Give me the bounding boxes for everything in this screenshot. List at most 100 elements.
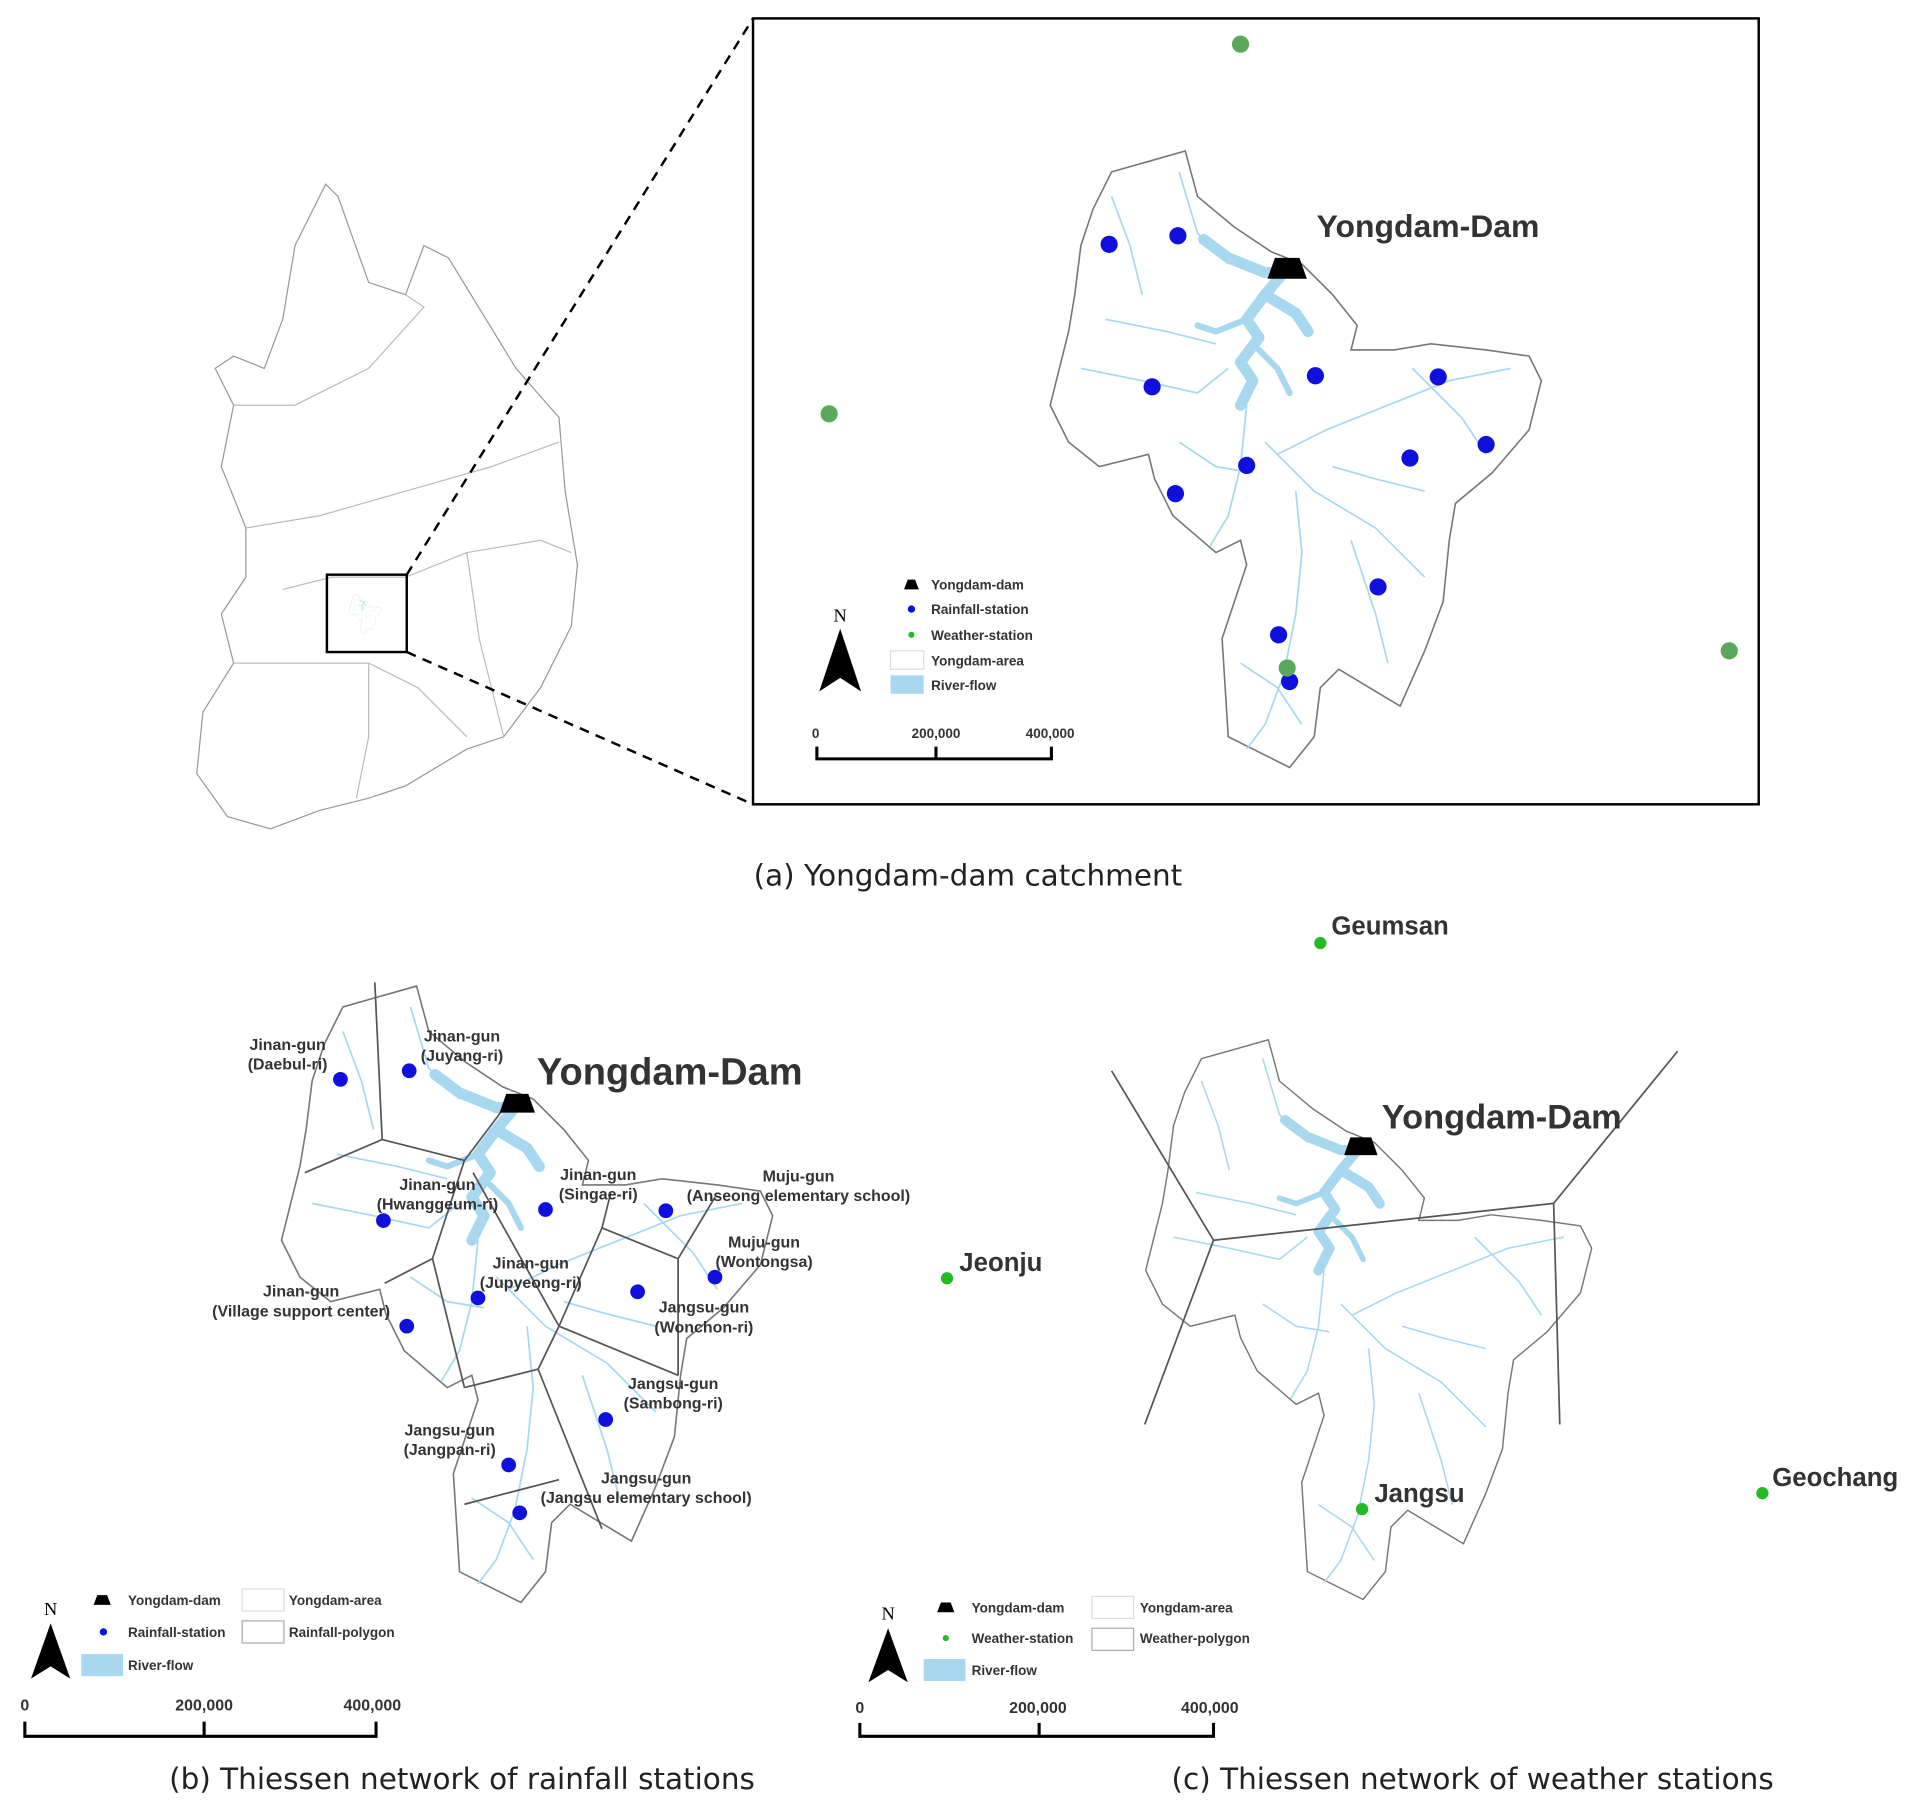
rainfall-station: Jinan-gun (Hwanggeum-ri) bbox=[376, 1177, 498, 1228]
svg-text:River-flow: River-flow bbox=[128, 1658, 194, 1673]
station-label: (Wontongsa) bbox=[715, 1254, 812, 1271]
polygon-edge bbox=[537, 1325, 560, 1370]
legend-dam: Yongdam-dam bbox=[931, 577, 1024, 592]
legend-weather: Weather-station bbox=[931, 628, 1033, 643]
rainfall-station-marker bbox=[512, 1505, 528, 1521]
svg-text:Yongdam-area: Yongdam-area bbox=[1140, 1600, 1233, 1615]
rainfall-station-marker bbox=[470, 1290, 486, 1306]
polygon-edge bbox=[431, 1258, 466, 1388]
rainfall-station: Jinan-gun (Village support center) bbox=[212, 1284, 415, 1334]
weather-station bbox=[1278, 659, 1296, 677]
rainfall-station bbox=[1281, 672, 1299, 691]
rainfall-station: Jangsu-gun (Wonchon-ri) bbox=[630, 1284, 753, 1336]
polygon-edge bbox=[601, 1227, 679, 1260]
station-label: Muju-gun bbox=[728, 1235, 800, 1252]
rainfall-station bbox=[1306, 367, 1325, 385]
rainfall-station-marker bbox=[598, 1412, 614, 1427]
korea-outline bbox=[196, 183, 579, 830]
rainfall-station: Jangsu-gun (Sambong-ri) bbox=[598, 1376, 723, 1427]
north-label: N bbox=[44, 1599, 57, 1619]
weather-station-marker bbox=[1355, 1503, 1369, 1516]
rainfall-station-icon bbox=[99, 1628, 108, 1636]
dam-icon bbox=[93, 1595, 111, 1605]
rainfall-station bbox=[1169, 227, 1187, 245]
polygon-edge bbox=[558, 1227, 603, 1327]
north-arrow-icon bbox=[868, 1628, 908, 1683]
polygon-edge bbox=[304, 1138, 383, 1174]
weather-station-marker bbox=[1314, 936, 1327, 950]
svg-text:400,000: 400,000 bbox=[344, 1698, 402, 1715]
station-label: Jangsu-gun bbox=[659, 1300, 749, 1317]
rainfall-station bbox=[1477, 435, 1495, 454]
dam-icon bbox=[1344, 1137, 1378, 1156]
svg-text:400,000: 400,000 bbox=[1181, 1700, 1239, 1717]
weather-station bbox=[820, 405, 838, 423]
weather-station-marker bbox=[940, 1272, 954, 1285]
svg-text:Yongdam-dam: Yongdam-dam bbox=[972, 1600, 1065, 1615]
weather-station: Geochang bbox=[1756, 1464, 1898, 1500]
zoom-line bbox=[406, 650, 754, 806]
station-label: Jinan-gun bbox=[399, 1177, 475, 1194]
legend: Yongdam-dam Rainfall-station Weather-sta… bbox=[812, 577, 1075, 761]
rainfall-station: Muju-gun (Anseong elementary school) bbox=[658, 1168, 910, 1219]
station-label: Jinan-gun bbox=[424, 1028, 500, 1045]
polygon-edge bbox=[537, 1368, 603, 1530]
dam-icon bbox=[1267, 257, 1307, 279]
rainfall-station-marker bbox=[501, 1457, 517, 1473]
polygon-swatch bbox=[1091, 1627, 1135, 1651]
scale-bar: 0 200,000 400,000 bbox=[20, 1698, 402, 1738]
rainfall-station-marker bbox=[399, 1318, 415, 1334]
rainfall-station bbox=[1143, 378, 1161, 396]
station-label: Geochang bbox=[1772, 1464, 1898, 1492]
rainfall-station: Jinan-gun (Juyang-ri) bbox=[401, 1028, 503, 1079]
dam-label: Yongdam-Dam bbox=[1317, 208, 1540, 244]
north-arrow-icon bbox=[819, 628, 862, 692]
station-label: Geumsan bbox=[1331, 912, 1448, 940]
station-label: Jangsu-gun bbox=[601, 1470, 691, 1487]
polygon-edge bbox=[463, 1104, 507, 1161]
rainfall-polygons bbox=[304, 982, 716, 1530]
panel-a: Yongdam-Dam Yongdam-dam Rainfall-station… bbox=[196, 17, 1760, 892]
polygon-swatch bbox=[241, 1620, 285, 1644]
rainfall-station-marker bbox=[333, 1072, 348, 1087]
rainfall-station bbox=[1269, 626, 1288, 644]
weather-station-marker bbox=[1756, 1487, 1769, 1500]
dam-icon bbox=[937, 1602, 955, 1613]
dam-icon bbox=[1267, 257, 1307, 279]
station-label: (Sambong-ri) bbox=[624, 1395, 723, 1412]
area-swatch bbox=[1091, 1595, 1135, 1620]
polygon-edge bbox=[1110, 1070, 1215, 1241]
station-label: (Jangsu elementary school) bbox=[541, 1490, 752, 1507]
weather-station-icon bbox=[908, 631, 915, 638]
station-label: (Hwanggeum-ri) bbox=[377, 1197, 498, 1214]
rainfall-station-marker bbox=[401, 1063, 417, 1079]
dam-icon bbox=[499, 1093, 535, 1113]
rainfall-station bbox=[1369, 578, 1387, 596]
dam-label: Yongdam-Dam bbox=[537, 1051, 803, 1093]
legend-rainfall: Rainfall-station bbox=[931, 602, 1029, 617]
rainfall-station bbox=[1401, 449, 1419, 467]
station-label: (Singae-ri) bbox=[559, 1187, 638, 1204]
polygon-edge bbox=[601, 1193, 612, 1229]
polygon-edge bbox=[381, 1138, 465, 1162]
zoom-box bbox=[325, 573, 408, 654]
area-swatch bbox=[241, 1588, 285, 1612]
dam-icon bbox=[904, 579, 919, 590]
svg-text:0: 0 bbox=[855, 1700, 864, 1717]
panel-b: Yongdam-Dam Jinan-gun(Daebul-ri)Jinan-gu… bbox=[20, 982, 910, 1796]
legend: Yongdam-dam Yongdam-area Rainfall-statio… bbox=[20, 1588, 402, 1738]
polygon-edge bbox=[1552, 1050, 1679, 1204]
north-label: N bbox=[881, 1604, 894, 1624]
caption-a: (a) Yongdam-dam catchment bbox=[754, 858, 1183, 892]
station-label: Jinan-gun bbox=[560, 1167, 636, 1184]
rainfall-station-marker bbox=[630, 1284, 645, 1300]
rainfall-station: Jinan-gun (Jupyeong-ri) bbox=[470, 1255, 582, 1306]
rainfall-station bbox=[1166, 485, 1185, 503]
dam-icon bbox=[1344, 1137, 1378, 1156]
svg-text:0: 0 bbox=[20, 1698, 29, 1715]
station-label: (Jupyeong-ri) bbox=[480, 1275, 582, 1292]
legend-area: Yongdam-area bbox=[931, 654, 1024, 669]
legend: Yongdam-dam Yongdam-area Weather-station… bbox=[855, 1595, 1250, 1738]
panel-c: Yongdam-Dam GeumsanJeonjuJangsuGeochang … bbox=[855, 912, 1898, 1796]
